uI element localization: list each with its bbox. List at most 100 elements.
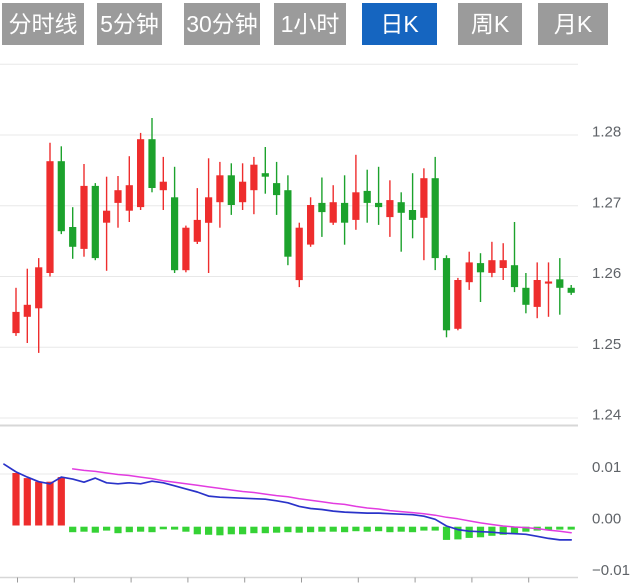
macd-bar-negative — [114, 526, 122, 534]
macd-bar-negative — [375, 526, 383, 532]
tab-time-line[interactable]: 分时线 — [2, 3, 84, 45]
macd-axis-label: −0.01 — [592, 562, 630, 579]
macd-bar-negative — [227, 526, 235, 535]
candle-body — [420, 178, 428, 218]
candle-body — [465, 262, 473, 283]
candle-body — [137, 139, 145, 208]
tab-5min[interactable]: 5分钟 — [97, 3, 162, 45]
macd-bar-negative — [544, 526, 553, 531]
candle-body — [103, 210, 111, 223]
candle-body — [12, 311, 20, 334]
macd-bar-negative — [159, 526, 167, 530]
macd-bar-positive — [12, 473, 20, 526]
candle-body — [329, 202, 337, 223]
candle-body — [307, 205, 315, 245]
macd-bar-negative — [125, 526, 133, 533]
candle-body — [476, 263, 485, 273]
candle-body — [35, 267, 43, 309]
macd-bar-negative — [465, 526, 473, 538]
macd-bar-negative — [148, 526, 156, 533]
candle-body — [284, 190, 292, 257]
macd-bar-negative — [454, 526, 462, 540]
macd-bar-positive — [35, 481, 43, 526]
candle-body — [114, 190, 122, 203]
candle-body — [397, 202, 405, 213]
dea-line — [71, 468, 572, 534]
tab-30min[interactable]: 30分钟 — [184, 3, 260, 45]
dif-line — [3, 463, 573, 541]
macd-bar-negative — [239, 526, 247, 535]
macd-axis-label: 0.00 — [592, 511, 621, 528]
macd-bar-negative — [420, 526, 428, 531]
tab-monthly-k[interactable]: 月K — [538, 3, 608, 45]
macd-bar-negative — [363, 526, 371, 532]
macd-axis-label: 0.01 — [592, 459, 621, 476]
candle-body — [431, 178, 439, 259]
macd-bar-positive — [57, 477, 65, 526]
tab-weekly-k[interactable]: 周K — [458, 3, 522, 45]
candle-body — [499, 260, 507, 268]
timeframe-tabbar: 分时线 5分钟 30分钟 1小时 日K 周K 月K — [2, 3, 608, 45]
macd-bar-negative — [261, 526, 269, 534]
candle-body — [386, 200, 394, 218]
macd-bar-negative — [329, 526, 337, 532]
candle-body — [567, 287, 575, 293]
macd-bar-negative — [307, 526, 315, 533]
candle-body — [318, 202, 326, 213]
candle-body — [533, 280, 541, 307]
candle-body — [148, 139, 156, 188]
candle-body — [556, 279, 564, 288]
tab-1hour[interactable]: 1小时 — [274, 3, 346, 45]
macd-bar-negative — [69, 526, 77, 533]
macd-bar-negative — [397, 526, 405, 532]
candle-body — [125, 185, 133, 211]
macd-bar-negative — [273, 526, 281, 533]
price-axis-label: 1.25 — [592, 336, 621, 353]
candle-body — [23, 304, 31, 317]
candle-body — [442, 258, 451, 331]
candle-body — [80, 185, 88, 249]
candle-body — [544, 281, 553, 284]
macd-bar-negative — [205, 526, 213, 535]
candle-body — [159, 181, 167, 191]
candle-body — [341, 202, 349, 223]
tab-daily-k[interactable]: 日K — [362, 3, 437, 45]
macd-bar-negative — [295, 526, 303, 533]
candle-body — [205, 197, 213, 223]
candle-body — [295, 227, 303, 281]
macd-bar-positive — [46, 481, 54, 526]
macd-bar-negative — [318, 526, 326, 532]
macd-bar-negative — [80, 526, 88, 532]
macd-bar-negative — [556, 526, 564, 530]
macd-bar-negative — [103, 526, 111, 531]
macd-bar-negative — [193, 526, 201, 535]
candle-body — [273, 183, 281, 196]
price-axis-label: 1.26 — [592, 265, 621, 282]
macd-bar-negative — [284, 526, 292, 533]
candle-body — [522, 287, 530, 305]
candle-body — [454, 280, 462, 329]
candle-body — [261, 173, 269, 177]
candle-body — [171, 197, 179, 271]
candle-body — [193, 219, 201, 242]
macd-bar-negative — [182, 526, 190, 532]
macd-bar-negative — [408, 526, 417, 533]
macd-bar-negative — [352, 526, 360, 532]
candle-body — [57, 161, 65, 232]
macd-bar-positive — [23, 478, 31, 526]
candle-body — [91, 185, 99, 259]
candle-body — [408, 210, 417, 220]
candle-body — [363, 190, 371, 203]
candle-body — [352, 192, 360, 220]
macd-bar-negative — [386, 526, 394, 533]
macd-bar-negative — [341, 526, 349, 533]
macd-bar-negative — [431, 526, 439, 531]
candle-body — [216, 175, 224, 203]
candle-body — [46, 161, 54, 273]
macd-bar-negative — [442, 526, 451, 540]
candle-body — [250, 164, 258, 191]
candle-body — [375, 202, 383, 208]
price-axis-label: 1.28 — [592, 124, 621, 141]
macd-bar-negative — [171, 526, 179, 530]
